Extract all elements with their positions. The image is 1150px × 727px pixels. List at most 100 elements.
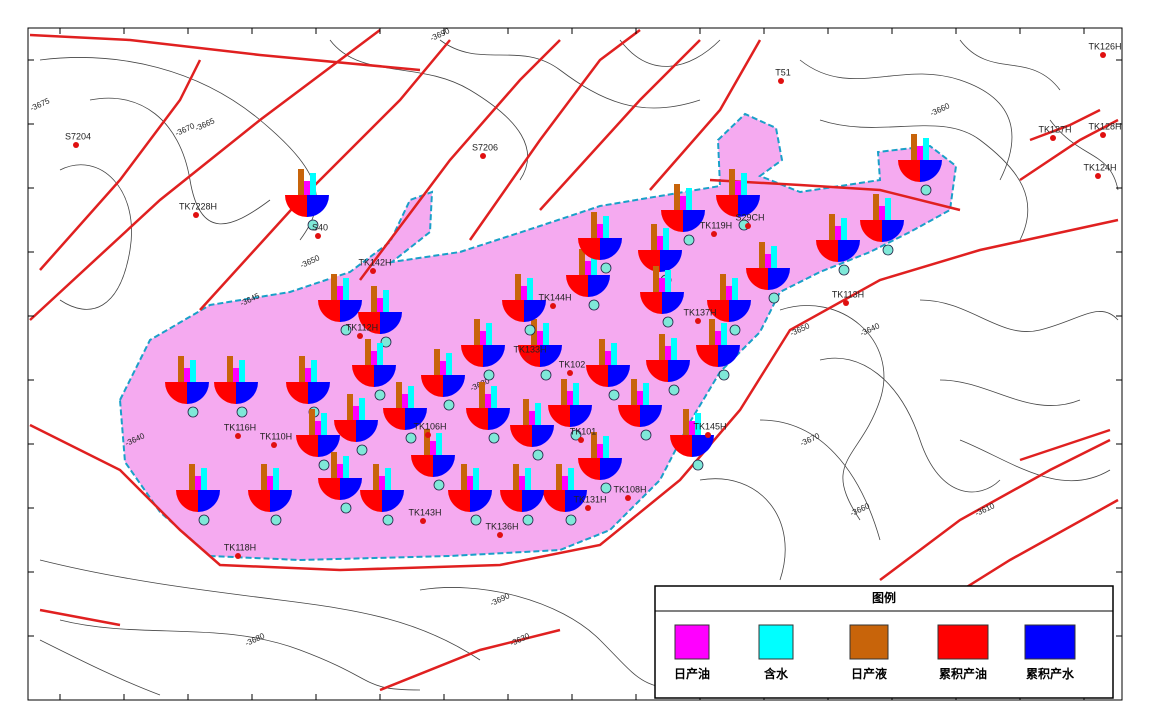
well-dot	[578, 437, 584, 443]
symbol-oil-bar	[485, 394, 491, 408]
symbol-water	[340, 300, 362, 322]
symbol-oil	[707, 300, 729, 322]
well-marker	[692, 459, 704, 471]
symbol-oil-bar	[597, 444, 603, 458]
symbol-water-bar	[568, 468, 574, 490]
symbol-oil-bar	[379, 476, 385, 490]
symbol-water-bar	[923, 138, 929, 160]
well-label: TK142H	[358, 257, 391, 267]
symbol-oil-bar	[440, 361, 446, 375]
symbol-oil	[466, 408, 488, 430]
symbol-oil-bar	[233, 368, 239, 382]
symbol-oil-bar	[195, 476, 201, 490]
symbol-liquid-bar	[373, 464, 379, 490]
legend-title: 图例	[872, 590, 896, 605]
symbol-oil-bar	[305, 368, 311, 382]
symbol-oil	[461, 345, 483, 367]
well-dot	[778, 78, 784, 84]
symbol-water	[662, 292, 684, 314]
symbol-water-bar	[771, 246, 777, 268]
well-dot	[525, 355, 531, 361]
well-dot	[1095, 173, 1101, 179]
symbol-oil	[548, 405, 570, 427]
symbol-liquid-bar	[309, 409, 315, 435]
symbol-water-bar	[321, 413, 327, 435]
well-dot	[235, 433, 241, 439]
symbol-oil	[360, 490, 382, 512]
symbol-oil	[618, 405, 640, 427]
symbol-water-bar	[573, 383, 579, 405]
symbol-oil-bar	[402, 394, 408, 408]
well-label: TK119H	[700, 220, 732, 230]
well-marker	[405, 432, 417, 444]
well-label: TK144H	[538, 292, 571, 302]
symbol-oil	[746, 268, 768, 290]
symbol-water	[443, 375, 465, 397]
symbol-liquid-bar	[873, 194, 879, 220]
symbol-water-bar	[311, 360, 317, 382]
well-label: TK127H	[1038, 124, 1071, 134]
symbol-oil	[448, 490, 470, 512]
symbol-water	[692, 435, 714, 457]
symbol-water	[565, 490, 587, 512]
symbol-water	[187, 382, 209, 404]
symbol-liquid-bar	[474, 319, 480, 345]
symbol-water	[380, 312, 402, 334]
symbol-oil	[318, 300, 340, 322]
symbol-oil	[696, 345, 718, 367]
symbol-liquid-bar	[299, 356, 305, 382]
symbol-water-bar	[385, 468, 391, 490]
well-dot	[235, 553, 241, 559]
well-label: TK143H	[408, 507, 441, 517]
well-dot	[567, 370, 573, 376]
symbol-water	[640, 405, 662, 427]
well-marker	[433, 479, 445, 491]
well-dot	[315, 233, 321, 239]
symbol-water	[524, 300, 546, 322]
well-label: TK101	[570, 426, 597, 436]
symbol-oil	[640, 292, 662, 314]
symbol-liquid-bar	[591, 212, 597, 238]
symbol-water	[738, 195, 760, 217]
well-dot	[1100, 132, 1106, 138]
symbol-water	[522, 490, 544, 512]
symbol-oil	[586, 365, 608, 387]
well-dot	[480, 153, 486, 159]
well-marker	[270, 514, 282, 526]
well-marker	[668, 384, 680, 396]
symbol-water-bar	[721, 323, 727, 345]
symbol-water	[198, 490, 220, 512]
well-dot	[420, 518, 426, 524]
well-label: TK7228H	[179, 201, 217, 211]
symbol-oil-bar	[917, 146, 923, 160]
well-marker	[600, 262, 612, 274]
symbol-water	[608, 365, 630, 387]
symbol-liquid-bar	[347, 394, 353, 420]
symbol-water-bar	[686, 188, 692, 210]
symbol-water	[470, 490, 492, 512]
symbol-water-bar	[671, 338, 677, 360]
legend-label: 日产液	[851, 666, 887, 681]
legend-label: 累积产水	[1026, 666, 1075, 681]
well-marker	[522, 514, 534, 526]
well-marker	[470, 514, 482, 526]
well-dot	[497, 532, 503, 538]
symbol-liquid-bar	[659, 334, 665, 360]
symbol-liquid-bar	[515, 274, 521, 300]
well-label: S7206	[472, 142, 498, 152]
symbol-liquid-bar	[591, 432, 597, 458]
symbol-water	[236, 382, 258, 404]
symbol-liquid-bar	[461, 464, 467, 490]
symbol-liquid-bar	[331, 452, 337, 478]
symbol-water-bar	[190, 360, 196, 382]
symbol-oil-bar	[665, 346, 671, 360]
well-marker	[307, 219, 319, 231]
symbol-liquid-bar	[683, 409, 689, 435]
symbol-oil-bar	[637, 391, 643, 405]
symbol-water	[660, 250, 682, 272]
symbol-oil	[421, 375, 443, 397]
well-marker	[920, 184, 932, 196]
symbol-oil-bar	[521, 286, 527, 300]
symbol-water	[729, 300, 751, 322]
well-label: TK113H	[832, 289, 864, 299]
